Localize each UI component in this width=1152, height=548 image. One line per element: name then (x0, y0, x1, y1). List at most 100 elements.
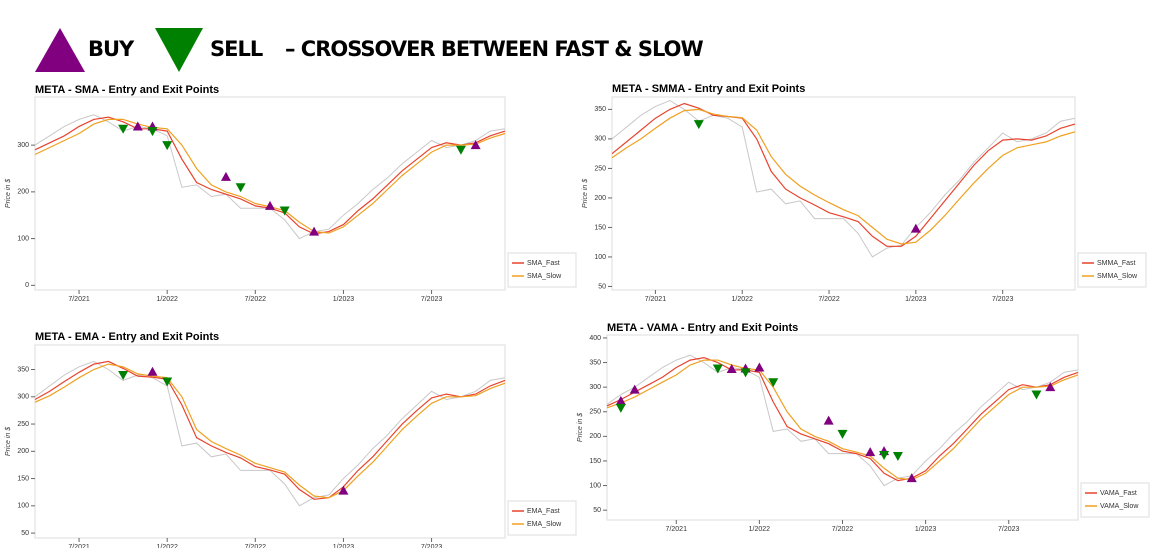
y-tick-label: 150 (589, 458, 601, 465)
buy-label: BUY (88, 37, 135, 61)
x-tick-label: 7/2022 (818, 296, 840, 303)
chart-title: META - SMMA - Entry and Exit Points (612, 83, 805, 95)
x-tick-label: 7/2021 (645, 296, 667, 303)
series-line (34, 360, 506, 500)
y-tick-label: 50 (593, 507, 601, 514)
chart-title: META - VAMA - Entry and Exit Points (607, 322, 798, 334)
buy-marker (338, 485, 349, 495)
x-tick-label: 7/2022 (245, 544, 267, 548)
y-tick-label: 200 (589, 433, 601, 440)
legend-label: SMMA_Slow (1097, 273, 1138, 280)
y-tick-label: 300 (17, 142, 29, 149)
x-tick-label: 1/2022 (732, 296, 754, 303)
y-tick-label: 100 (589, 482, 601, 489)
chart-title: META - EMA - Entry and Exit Points (35, 331, 219, 343)
sell-marker (693, 120, 704, 130)
legend-label: SMMA_Fast (1097, 260, 1136, 267)
legend-label: VAMA_Slow (1100, 503, 1139, 510)
y-tick-label: 250 (589, 409, 601, 416)
legend-box (507, 252, 577, 288)
y-tick-label: 300 (17, 394, 29, 401)
sell-marker (892, 452, 903, 462)
sell-marker (768, 378, 779, 388)
y-tick-label: 150 (17, 475, 29, 482)
series-line (611, 108, 1076, 245)
y-tick-label: 300 (594, 136, 606, 143)
y-tick-label: 350 (594, 106, 606, 113)
plot-frame (34, 344, 506, 539)
sell-marker (147, 127, 158, 137)
buy-marker (265, 200, 275, 210)
y-tick-label: 50 (598, 283, 606, 290)
legend-label: VAMA_Fast (1100, 490, 1137, 497)
buy-marker (132, 121, 143, 131)
y-axis-label: Price in $ (5, 427, 12, 456)
x-tick-label: 7/2022 (832, 526, 854, 533)
y-tick-label: 50 (21, 530, 29, 537)
series-line (606, 359, 1079, 481)
y-tick-label: 150 (594, 224, 606, 231)
buy-marker (906, 473, 917, 483)
buy-marker (910, 223, 921, 233)
legend-label: SMA_Slow (527, 273, 562, 280)
buy-icon (35, 28, 85, 72)
sell-label: SELL (210, 37, 263, 61)
legend-box (507, 500, 577, 536)
x-tick-label: 1/2023 (333, 544, 355, 548)
x-tick-label: 7/2023 (421, 296, 443, 303)
series-line (611, 102, 1076, 247)
sell-marker (615, 403, 626, 413)
x-tick-label: 1/2022 (156, 296, 178, 303)
buy-marker (823, 415, 834, 425)
plot-frame (34, 96, 506, 291)
buy-marker (865, 447, 876, 457)
y-tick-label: 200 (17, 189, 29, 196)
y-tick-label: 350 (17, 366, 29, 373)
y-axis-label: Price in $ (582, 179, 589, 208)
series-line (606, 356, 1079, 482)
buy-marker (1045, 382, 1056, 392)
plot-frame (606, 334, 1079, 521)
buy-marker (220, 171, 231, 181)
sell-marker (162, 377, 173, 387)
y-tick-label: 100 (17, 235, 29, 242)
y-tick-label: 250 (17, 421, 29, 428)
y-tick-label: 350 (589, 359, 601, 366)
sell-marker (235, 183, 246, 193)
y-tick-label: 200 (17, 448, 29, 455)
chart-title: META - SMA - Entry and Exit Points (35, 84, 219, 96)
x-tick-label: 7/2021 (68, 544, 90, 548)
x-tick-label: 7/2023 (421, 544, 443, 548)
sell-marker (712, 364, 723, 374)
y-tick-label: 250 (594, 165, 606, 172)
buy-marker (754, 362, 765, 372)
sell-marker (1031, 390, 1042, 400)
y-tick-label: 0 (25, 282, 29, 289)
buy-marker (615, 395, 626, 405)
x-tick-label: 1/2023 (915, 526, 937, 533)
price-line (606, 354, 1079, 487)
x-tick-label: 1/2023 (905, 296, 927, 303)
x-tick-label: 7/2023 (992, 296, 1014, 303)
x-tick-label: 7/2022 (245, 296, 267, 303)
sell-marker (837, 429, 848, 439)
y-axis-label: Price in $ (5, 179, 12, 208)
sell-marker (740, 368, 751, 378)
y-tick-label: 100 (594, 254, 606, 261)
sell-marker (879, 451, 890, 461)
plot-frame (611, 96, 1076, 291)
legend-box (1077, 252, 1147, 288)
series-line (34, 363, 506, 499)
y-tick-label: 100 (17, 503, 29, 510)
x-tick-label: 1/2022 (156, 544, 178, 548)
sell-icon (155, 28, 203, 72)
x-tick-label: 7/2021 (666, 526, 688, 533)
sell-marker (118, 124, 129, 134)
header-note: – CROSSOVER BETWEEN FAST & SLOW (285, 37, 704, 61)
sell-marker (118, 370, 129, 380)
x-tick-label: 1/2023 (333, 296, 355, 303)
y-tick-label: 300 (589, 384, 601, 391)
buy-marker (147, 366, 158, 376)
buy-marker (726, 363, 737, 373)
